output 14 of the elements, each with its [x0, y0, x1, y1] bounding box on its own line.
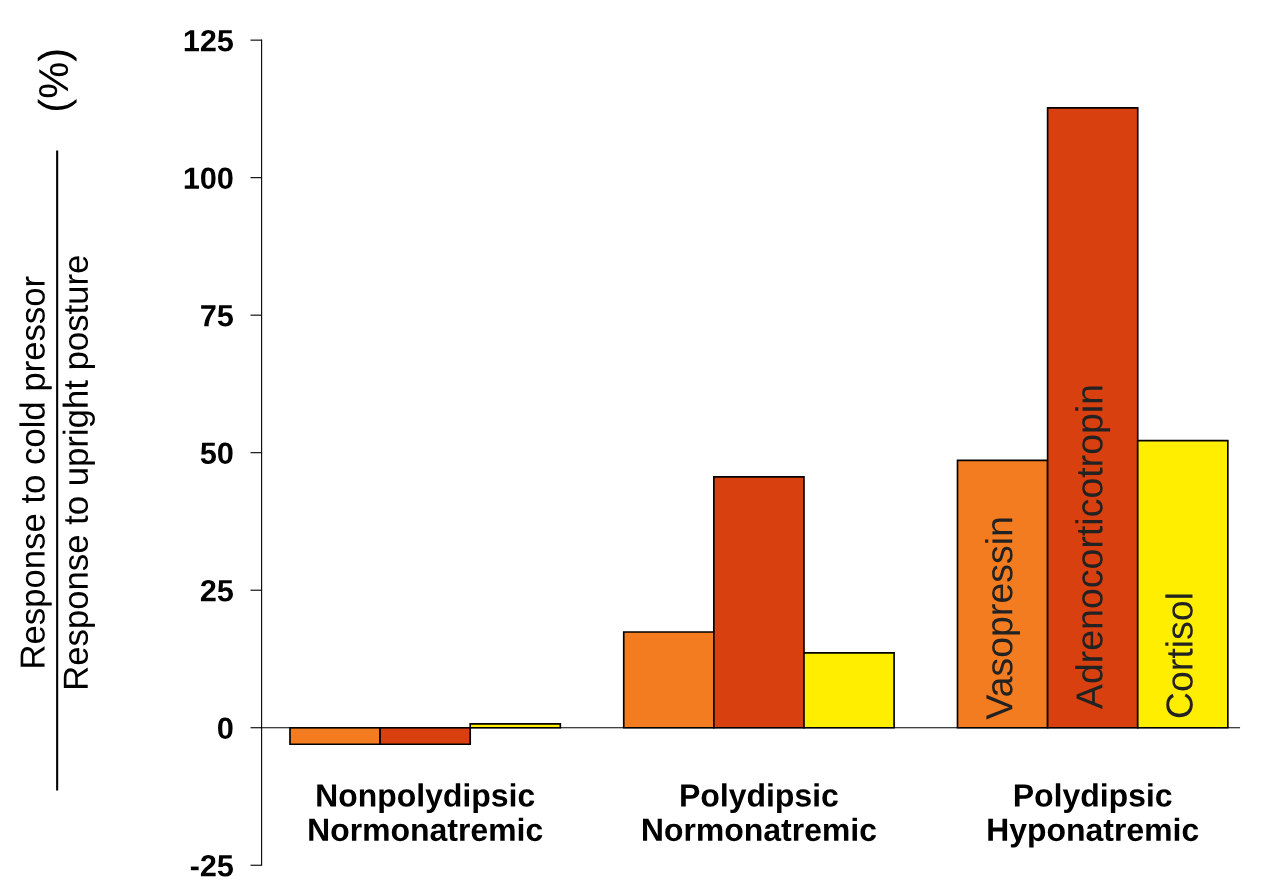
y-tick-label: 125: [184, 29, 233, 52]
x-tick-label: Polydipsic Normonatremic: [643, 783, 877, 842]
x-tick-label: Nonpolydipsic Normonatremic: [309, 783, 543, 842]
y-tick-label: 75: [201, 305, 233, 327]
y-tick-label: 100: [184, 167, 233, 190]
series-label: Cortisol: [1165, 594, 1193, 718]
text: Response to cold pressor Response to upright posture (%): [19, 50, 95, 689]
series-label: Adrenocorticotropin: [1075, 386, 1111, 710]
y-tick-label: 25: [200, 579, 233, 602]
y-tick-label: -25: [190, 854, 233, 877]
series-label: Vasopressin: [985, 518, 1021, 720]
y-tick-label: 50: [200, 442, 233, 465]
y-tick-label: 0: [218, 717, 233, 740]
x-tick-label: Polydipsic Hyponatremic: [988, 783, 1199, 848]
